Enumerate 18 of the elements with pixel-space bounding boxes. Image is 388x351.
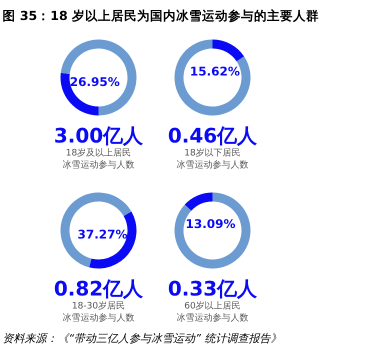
data-label: 13.09%: [186, 217, 236, 232]
text: 18-30岁居民: [72, 300, 126, 312]
text: 3.00亿人: [54, 124, 144, 148]
chart-title: 图 35：18 岁以上居民为国内冰雪运动参与的主要人群: [2, 8, 319, 23]
text: 冰雪运动参与人数: [62, 160, 134, 170]
text: 资料来源：《“带动三亿人参与冰雪运动” 统计调查报告》: [2, 332, 282, 345]
text: 0.82亿人: [54, 276, 144, 300]
text: 18岁及以上居民: [66, 148, 132, 158]
text: 18岁以下居民: [184, 148, 241, 158]
text: 0.33亿人: [168, 276, 258, 300]
text: 0.46亿人: [168, 124, 258, 148]
data-label: 15.62%: [190, 64, 240, 78]
text: 60岁以上居民: [184, 300, 241, 312]
text: 冰雪运动参与人数: [176, 312, 248, 324]
data-label: 37.27%: [78, 228, 128, 242]
data-label: 26.95%: [70, 75, 120, 90]
text: 冰雪运动参与人数: [176, 160, 248, 170]
text: 冰雪运动参与人数: [62, 312, 134, 324]
